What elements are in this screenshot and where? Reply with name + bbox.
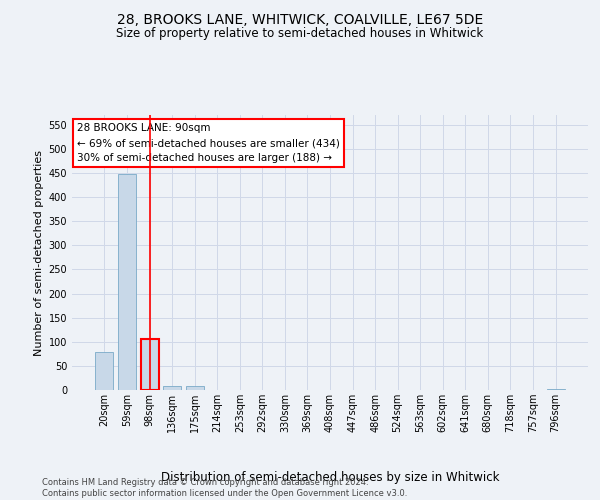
Text: Size of property relative to semi-detached houses in Whitwick: Size of property relative to semi-detach…: [116, 28, 484, 40]
Bar: [140, 339, 158, 390]
Bar: [163, 386, 181, 390]
Bar: [185, 386, 204, 390]
X-axis label: Distribution of semi-detached houses by size in Whitwick: Distribution of semi-detached houses by …: [161, 471, 499, 484]
Bar: [118, 174, 136, 390]
Text: Contains HM Land Registry data © Crown copyright and database right 2024.
Contai: Contains HM Land Registry data © Crown c…: [42, 478, 407, 498]
Bar: [95, 352, 113, 390]
Y-axis label: Number of semi-detached properties: Number of semi-detached properties: [34, 150, 44, 356]
Text: 28, BROOKS LANE, WHITWICK, COALVILLE, LE67 5DE: 28, BROOKS LANE, WHITWICK, COALVILLE, LE…: [117, 12, 483, 26]
Text: 28 BROOKS LANE: 90sqm
← 69% of semi-detached houses are smaller (434)
30% of sem: 28 BROOKS LANE: 90sqm ← 69% of semi-deta…: [77, 123, 340, 163]
Bar: [547, 388, 565, 390]
